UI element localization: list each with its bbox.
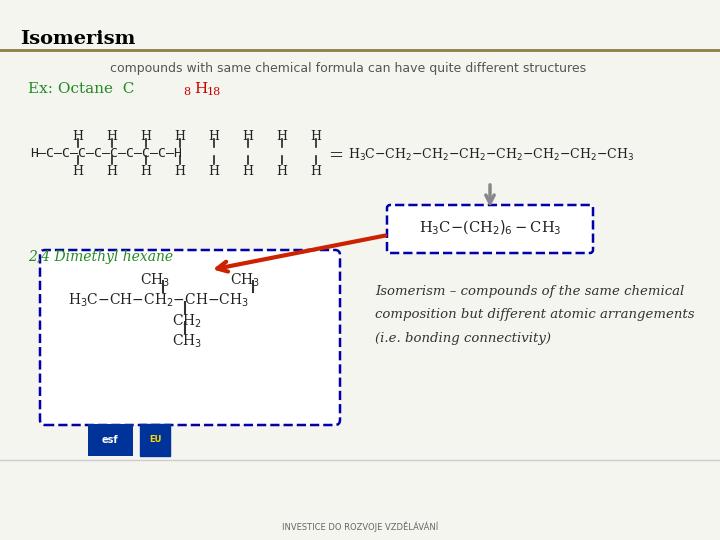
Text: composition but different atomic arrangements: composition but different atomic arrange… bbox=[375, 308, 695, 321]
Text: H: H bbox=[276, 130, 287, 143]
Text: H: H bbox=[194, 82, 207, 96]
Text: H: H bbox=[243, 165, 253, 178]
Text: H: H bbox=[107, 165, 117, 178]
FancyBboxPatch shape bbox=[140, 424, 170, 456]
Text: CH$_2$: CH$_2$ bbox=[172, 313, 202, 330]
Text: CH$_3$: CH$_3$ bbox=[230, 272, 260, 289]
Text: H: H bbox=[174, 130, 186, 143]
Text: CH$_3$: CH$_3$ bbox=[172, 333, 202, 350]
Text: H: H bbox=[276, 165, 287, 178]
FancyBboxPatch shape bbox=[387, 205, 593, 253]
Text: Ex: Octane  C: Ex: Octane C bbox=[28, 82, 135, 96]
Text: Isomerism – compounds of the same chemical: Isomerism – compounds of the same chemic… bbox=[375, 285, 684, 298]
FancyBboxPatch shape bbox=[40, 250, 340, 425]
Text: (i.e. bonding connectivity): (i.e. bonding connectivity) bbox=[375, 332, 551, 345]
Text: =: = bbox=[328, 147, 343, 165]
Text: CH$_3$: CH$_3$ bbox=[140, 272, 170, 289]
Text: EU: EU bbox=[149, 435, 161, 444]
FancyBboxPatch shape bbox=[88, 424, 133, 456]
Text: 8: 8 bbox=[183, 87, 190, 97]
Text: 18: 18 bbox=[207, 87, 221, 97]
Text: H: H bbox=[140, 130, 151, 143]
Text: H: H bbox=[209, 165, 220, 178]
Text: H: H bbox=[107, 130, 117, 143]
Text: compounds with same chemical formula can have quite different structures: compounds with same chemical formula can… bbox=[110, 62, 586, 75]
Text: H: H bbox=[310, 165, 322, 178]
Text: H$_3$C$-$CH$_2$$-$CH$_2$$-$CH$_2$$-$CH$_2$$-$CH$_2$$-$CH$_2$$-$CH$_3$: H$_3$C$-$CH$_2$$-$CH$_2$$-$CH$_2$$-$CH$_… bbox=[348, 147, 634, 163]
Text: H: H bbox=[243, 130, 253, 143]
Text: esf: esf bbox=[102, 435, 118, 445]
Text: H–C–C–C–C–C–C–C–C–H: H–C–C–C–C–C–C–C–C–H bbox=[30, 147, 182, 160]
Text: H: H bbox=[73, 130, 84, 143]
Text: H: H bbox=[140, 165, 151, 178]
Text: INVESTICE DO ROZVOJE VZDĚLÁVÁNÍ: INVESTICE DO ROZVOJE VZDĚLÁVÁNÍ bbox=[282, 522, 438, 532]
Text: 2,4 Dimethyl hexane: 2,4 Dimethyl hexane bbox=[28, 250, 173, 264]
Text: H: H bbox=[209, 130, 220, 143]
Text: H: H bbox=[73, 165, 84, 178]
Text: H$_3$C$-$CH$-$CH$_2$$-$CH$-$CH$_3$: H$_3$C$-$CH$-$CH$_2$$-$CH$-$CH$_3$ bbox=[68, 292, 249, 309]
Text: Isomerism: Isomerism bbox=[20, 30, 135, 48]
Text: H: H bbox=[174, 165, 186, 178]
Text: H$_3$C$-$(CH$_2)_6-$CH$_3$: H$_3$C$-$(CH$_2)_6-$CH$_3$ bbox=[419, 219, 562, 237]
Text: H: H bbox=[310, 130, 322, 143]
